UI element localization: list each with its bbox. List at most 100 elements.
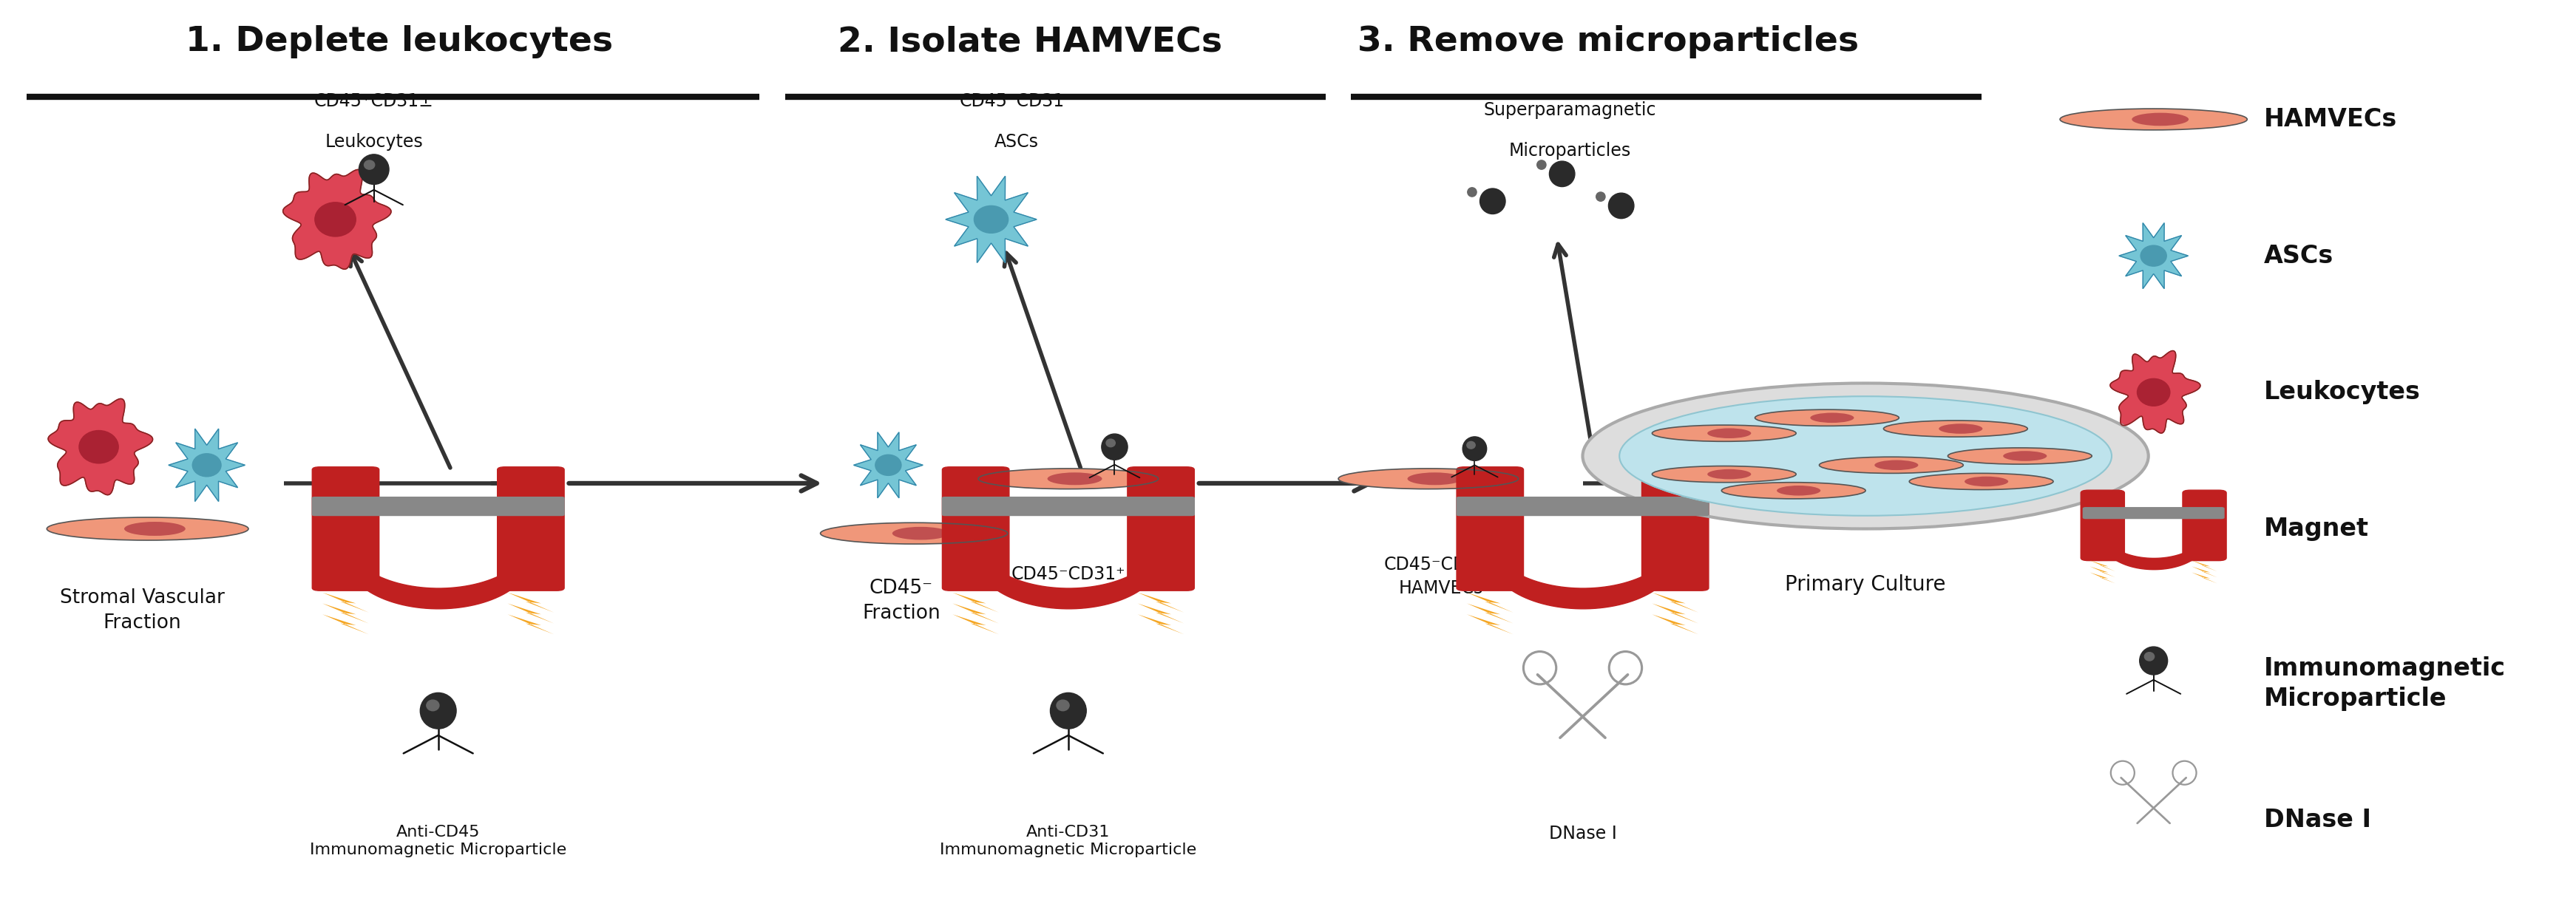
Ellipse shape (891, 527, 948, 540)
Text: HAMVECs: HAMVECs (2264, 107, 2398, 131)
Polygon shape (2192, 573, 2218, 584)
Ellipse shape (979, 469, 1159, 489)
Ellipse shape (1468, 188, 1476, 197)
Ellipse shape (1875, 460, 1919, 470)
Ellipse shape (1607, 193, 1633, 219)
Ellipse shape (2143, 652, 2154, 660)
Ellipse shape (46, 517, 247, 540)
Ellipse shape (358, 154, 389, 184)
FancyBboxPatch shape (2182, 490, 2226, 561)
Ellipse shape (1051, 693, 1087, 729)
Ellipse shape (2133, 113, 2190, 126)
Ellipse shape (1463, 437, 1486, 461)
Ellipse shape (80, 430, 118, 463)
Polygon shape (853, 432, 922, 498)
Polygon shape (1139, 604, 1185, 624)
Ellipse shape (1651, 425, 1795, 441)
Ellipse shape (1819, 457, 1963, 473)
Ellipse shape (1708, 469, 1752, 479)
Ellipse shape (1103, 434, 1128, 460)
Ellipse shape (1538, 161, 1546, 170)
Text: 1. Deplete leukocytes: 1. Deplete leukocytes (185, 26, 613, 58)
Ellipse shape (2061, 109, 2246, 130)
Ellipse shape (193, 453, 222, 477)
Ellipse shape (1406, 472, 1463, 485)
Polygon shape (2089, 573, 2115, 584)
Polygon shape (2110, 351, 2200, 433)
Polygon shape (322, 593, 368, 613)
FancyBboxPatch shape (943, 467, 1010, 591)
Polygon shape (1651, 593, 1698, 613)
Ellipse shape (1548, 161, 1574, 187)
Ellipse shape (2138, 378, 2169, 406)
Polygon shape (283, 170, 392, 269)
Ellipse shape (1340, 469, 1517, 489)
Text: DNase I: DNase I (2264, 808, 2372, 832)
Polygon shape (507, 604, 554, 624)
Text: ASCs: ASCs (2264, 244, 2334, 268)
Text: Anti-CD45
Immunomagnetic Microparticle: Anti-CD45 Immunomagnetic Microparticle (309, 824, 567, 857)
Ellipse shape (1048, 472, 1103, 485)
Ellipse shape (876, 455, 902, 475)
Polygon shape (1651, 604, 1698, 624)
Text: DNase I: DNase I (1548, 824, 1618, 843)
Polygon shape (1139, 615, 1185, 635)
Polygon shape (507, 615, 554, 635)
Ellipse shape (1582, 383, 2148, 529)
FancyBboxPatch shape (1128, 467, 1195, 591)
FancyBboxPatch shape (1641, 467, 1708, 591)
Polygon shape (945, 176, 1036, 263)
FancyBboxPatch shape (312, 467, 379, 591)
Ellipse shape (1965, 476, 2009, 486)
Polygon shape (2192, 560, 2218, 572)
Text: CD45⁻CD31⁻: CD45⁻CD31⁻ (961, 92, 1074, 110)
Polygon shape (2089, 560, 2115, 572)
Text: Immunomagnetic
Microparticle: Immunomagnetic Microparticle (2264, 657, 2506, 710)
FancyBboxPatch shape (312, 497, 564, 515)
Text: Leukocytes: Leukocytes (2264, 380, 2421, 405)
Text: 3. Remove microparticles: 3. Remove microparticles (1358, 26, 1860, 58)
Polygon shape (2192, 566, 2218, 577)
Text: CD45⁻CD31⁺
HAMVECs: CD45⁻CD31⁺ HAMVECs (1383, 556, 1499, 597)
Polygon shape (167, 429, 245, 502)
Polygon shape (322, 615, 368, 635)
Text: CD45⁺CD31±: CD45⁺CD31± (314, 92, 433, 110)
Ellipse shape (1777, 485, 1821, 495)
Polygon shape (2089, 566, 2115, 577)
Text: Superparamagnetic: Superparamagnetic (1484, 101, 1656, 119)
Ellipse shape (1940, 424, 1984, 434)
Ellipse shape (1620, 397, 2112, 515)
Ellipse shape (1651, 466, 1795, 482)
Ellipse shape (1597, 192, 1605, 202)
Polygon shape (322, 604, 368, 624)
Polygon shape (2120, 223, 2187, 289)
Text: Microparticles: Microparticles (1510, 142, 1631, 160)
Ellipse shape (1708, 429, 1752, 439)
Ellipse shape (819, 523, 1007, 544)
Ellipse shape (1466, 441, 1476, 449)
Ellipse shape (314, 202, 355, 236)
FancyBboxPatch shape (1455, 497, 1708, 515)
Text: CD45⁻CD31⁺
HAMVECs: CD45⁻CD31⁺ HAMVECs (1012, 565, 1126, 606)
Polygon shape (953, 604, 999, 624)
Ellipse shape (1909, 473, 2053, 490)
Ellipse shape (1721, 482, 1865, 499)
Ellipse shape (428, 700, 438, 710)
Ellipse shape (2004, 451, 2048, 461)
Polygon shape (953, 615, 999, 635)
Ellipse shape (363, 161, 374, 170)
Ellipse shape (1479, 189, 1504, 214)
Text: Magnet: Magnet (2264, 516, 2370, 541)
FancyBboxPatch shape (1455, 467, 1522, 591)
Ellipse shape (974, 206, 1007, 233)
Text: Anti-CD31
Immunomagnetic Microparticle: Anti-CD31 Immunomagnetic Microparticle (940, 824, 1198, 857)
Ellipse shape (1105, 439, 1115, 447)
Ellipse shape (124, 522, 185, 536)
Polygon shape (1139, 593, 1185, 613)
Polygon shape (1466, 593, 1512, 613)
FancyBboxPatch shape (2081, 490, 2125, 561)
Polygon shape (49, 399, 152, 495)
Ellipse shape (2141, 647, 2166, 675)
FancyBboxPatch shape (497, 467, 564, 591)
Ellipse shape (420, 693, 456, 729)
